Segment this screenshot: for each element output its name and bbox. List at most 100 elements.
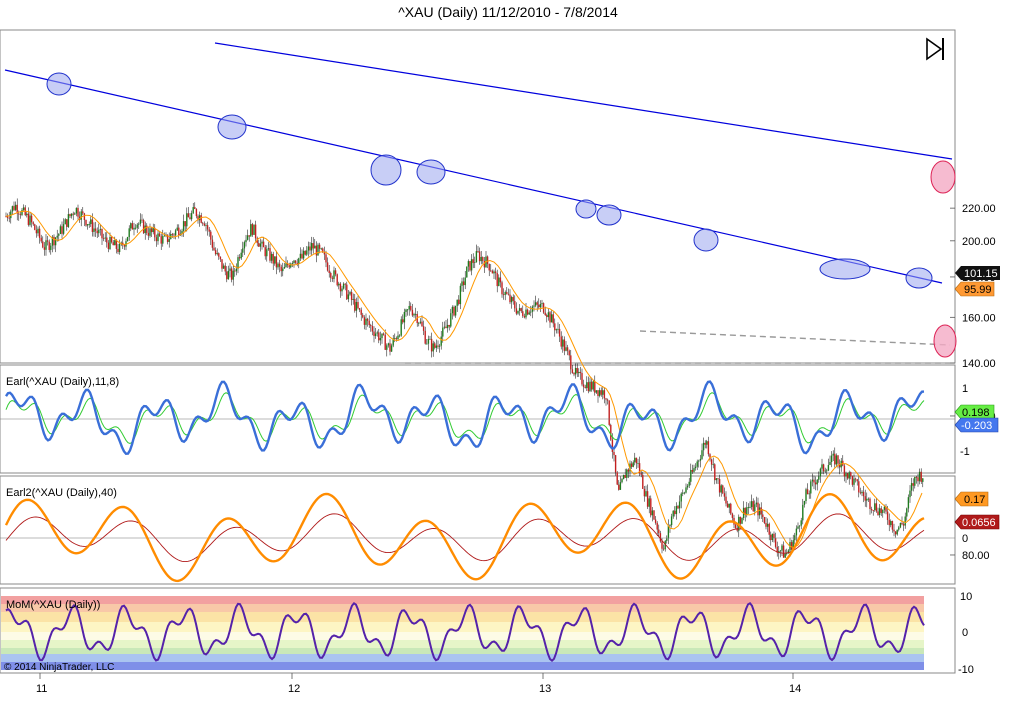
candle-body xyxy=(858,481,860,493)
candle-body xyxy=(342,283,345,289)
candle-body xyxy=(430,338,433,352)
candle-body xyxy=(301,253,303,259)
candle-body xyxy=(96,230,98,234)
candle-body xyxy=(424,330,426,344)
candle-body xyxy=(66,219,68,227)
candle-body xyxy=(197,216,199,221)
candle-body xyxy=(558,328,561,337)
candle-body xyxy=(528,312,530,315)
candle-body xyxy=(627,469,630,472)
candle-body xyxy=(384,334,386,350)
mom-band-8 xyxy=(1,662,924,670)
candle-body xyxy=(70,213,73,217)
candle-body xyxy=(381,333,383,339)
candle-body xyxy=(629,463,631,472)
candle-body xyxy=(99,228,102,230)
candle-body xyxy=(837,455,839,464)
candle-body xyxy=(42,241,44,248)
candle-body xyxy=(269,248,271,261)
touch-ellipses[interactable] xyxy=(46,72,933,289)
candle-body xyxy=(181,230,183,234)
candle-body xyxy=(440,336,442,346)
candle-body xyxy=(525,309,527,318)
candle-body xyxy=(82,211,84,214)
channel-trendlines[interactable] xyxy=(4,42,953,284)
candle-body xyxy=(162,236,164,244)
candle-body xyxy=(600,390,602,395)
candle-body xyxy=(834,453,836,465)
candle-body xyxy=(136,224,138,228)
candle-body xyxy=(386,345,388,350)
candle-body xyxy=(698,460,700,462)
candle-body xyxy=(594,381,596,393)
candle-body xyxy=(288,265,290,268)
x-tick-11: 11 xyxy=(36,683,47,695)
candle-body xyxy=(5,216,7,218)
candle-body xyxy=(211,239,214,248)
candle-body xyxy=(346,284,348,300)
candle-body xyxy=(173,234,175,236)
play-to-end-icon[interactable] xyxy=(926,37,944,61)
candle-body xyxy=(267,248,270,250)
candle-body xyxy=(568,350,570,356)
candle-body xyxy=(656,522,658,530)
candle-body xyxy=(864,496,866,501)
candle-body xyxy=(493,271,495,274)
candle-body xyxy=(352,298,354,300)
earl-signal-badge: 0.198 xyxy=(954,404,995,420)
candle-body xyxy=(421,321,423,327)
candle-body xyxy=(86,224,89,226)
candle-body xyxy=(750,501,753,507)
candle-body xyxy=(723,493,726,497)
candle-body xyxy=(232,270,234,280)
candle-body xyxy=(835,455,838,465)
candle-body xyxy=(475,251,478,263)
candle-body xyxy=(739,516,742,524)
mom-band-7 xyxy=(1,654,924,662)
candle-body xyxy=(67,214,70,227)
candle-body xyxy=(507,293,510,295)
candle-body xyxy=(398,335,401,337)
candle-body xyxy=(875,503,878,512)
candle-body xyxy=(547,312,550,318)
candle-body xyxy=(370,325,372,326)
candle-body xyxy=(224,265,226,272)
candle-body xyxy=(182,221,185,231)
candle-body xyxy=(832,453,834,456)
momentum-line xyxy=(5,601,925,663)
candle-body xyxy=(189,217,191,220)
candle-body xyxy=(782,545,785,558)
candle-body xyxy=(138,223,140,225)
candle-body xyxy=(270,253,273,261)
candle-body xyxy=(74,213,76,215)
target-ellipses[interactable] xyxy=(930,160,957,358)
candle-body xyxy=(85,219,87,226)
candle-body xyxy=(491,270,494,274)
candle-body xyxy=(520,308,522,312)
candle-body xyxy=(922,478,924,482)
candle-body xyxy=(32,222,34,225)
candle-body xyxy=(565,347,567,351)
candle-body xyxy=(350,292,353,300)
candle-body xyxy=(219,256,222,260)
candle-body xyxy=(390,345,393,352)
candle-body xyxy=(410,305,412,310)
candle-body xyxy=(248,235,250,237)
candle-body xyxy=(818,476,820,480)
candle-body xyxy=(715,478,718,481)
candle-body xyxy=(522,311,524,317)
candle-body xyxy=(616,472,618,485)
candle-body xyxy=(371,325,374,332)
candle-body xyxy=(466,266,468,278)
candle-body xyxy=(363,317,366,325)
candle-body xyxy=(253,224,255,235)
candle-body xyxy=(146,225,148,233)
candle-body xyxy=(533,305,535,307)
candle-body xyxy=(30,215,33,223)
candle-body xyxy=(16,204,18,214)
candle-body xyxy=(754,504,756,512)
candle-body xyxy=(859,492,862,494)
candle-body xyxy=(114,240,116,246)
earl2-main-badge: 0.17 xyxy=(954,491,989,507)
